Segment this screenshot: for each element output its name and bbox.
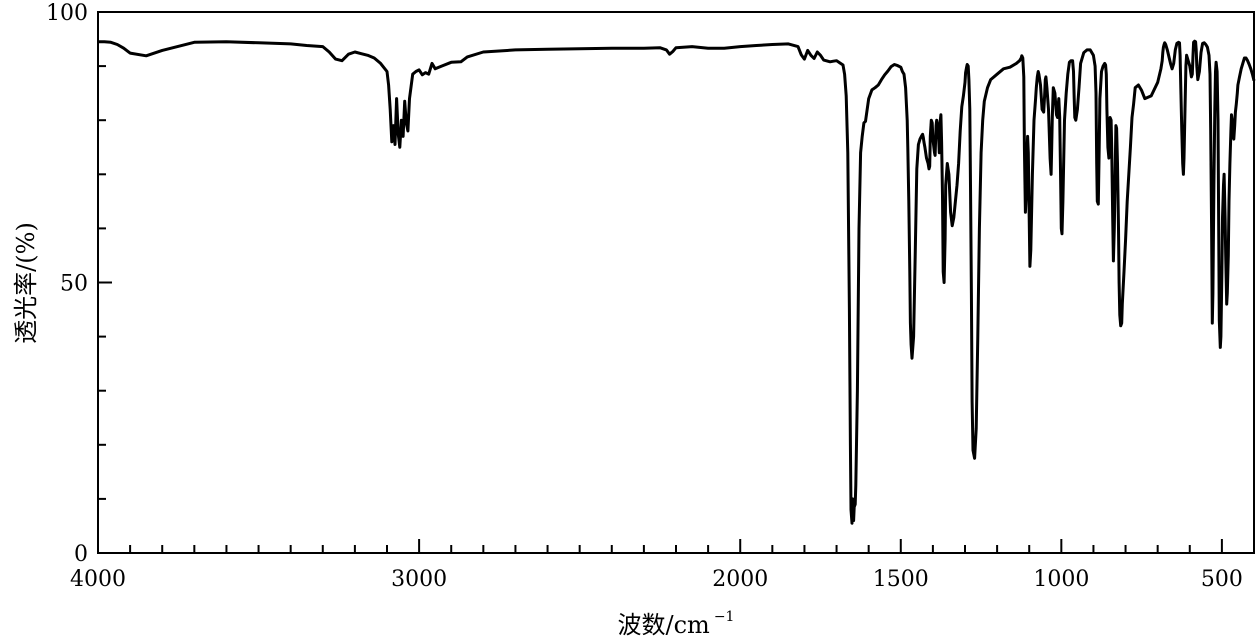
y-tick-label: 100 [46, 1, 88, 26]
y-axis-title: 透光率/(%) [12, 222, 40, 344]
x-tick-label: 1500 [873, 567, 929, 592]
spectrum-line [98, 39, 1256, 525]
x-tick-label: 3000 [391, 567, 447, 592]
axis-ticks [98, 65, 1223, 553]
y-tick-label: 50 [60, 272, 88, 297]
x-axis-title-text: 波数/cm [618, 611, 711, 639]
x-tick-label: 1000 [1033, 567, 1089, 592]
x-tick-label: 4000 [70, 567, 126, 592]
x-tick-label: 2000 [712, 567, 768, 592]
x-axis-title: 波数/cm −1 [618, 609, 735, 639]
x-tick-labels: 4000 3000 2000 1500 1000 500 [70, 567, 1243, 592]
y-tick-label: 0 [74, 542, 88, 567]
x-tick-label: 500 [1201, 567, 1243, 592]
y-tick-labels: 0 50 100 [46, 1, 88, 567]
plot-frame [97, 11, 1255, 554]
x-axis-title-superscript: −1 [714, 609, 735, 625]
